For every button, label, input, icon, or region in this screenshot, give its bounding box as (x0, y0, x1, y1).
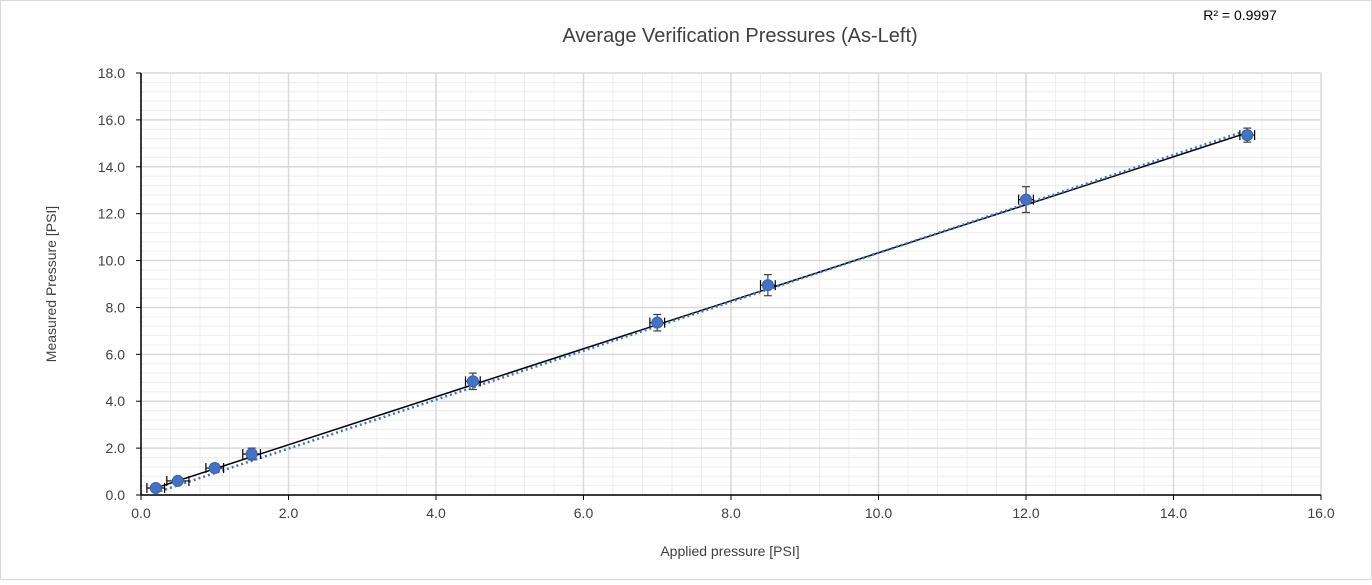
data-point (171, 474, 184, 487)
data-point (245, 447, 258, 460)
tick-labels: 0.0 2.0 4.0 6.0 8.0 10.0 12.0 14.0 16.0 0.0 2.0 4.0… (98, 65, 1335, 521)
y-tick-label: 16.0 (98, 112, 125, 128)
data-point (1241, 129, 1254, 142)
trendline (155, 129, 1248, 494)
x-tick-label: 2.0 (279, 505, 299, 521)
data-point (1020, 193, 1032, 206)
x-tick-label: 6.0 (574, 505, 594, 521)
y-tick-label: 0.0 (106, 487, 126, 503)
data-point (208, 462, 221, 475)
data-point (761, 279, 774, 292)
x-tick-label: 4.0 (426, 505, 446, 521)
x-axis-title: Applied pressure [PSI] (660, 543, 799, 559)
y-tick-label: 2.0 (106, 440, 126, 456)
data-point (466, 375, 479, 388)
y-tick-label: 4.0 (106, 393, 126, 409)
data-point (651, 316, 664, 329)
x-tick-label: 16.0 (1307, 505, 1334, 521)
data-points (149, 129, 1254, 494)
x-tick-label: 0.0 (131, 505, 151, 521)
data-point (149, 481, 162, 494)
x-tick-label: 12.0 (1012, 505, 1039, 521)
x-tick-label: 8.0 (721, 505, 741, 521)
chart-title: Average Verification Pressures (As-Left) (562, 25, 917, 47)
y-tick-label: 18.0 (98, 65, 125, 81)
y-tick-label: 10.0 (98, 253, 125, 269)
x-tick-label: 10.0 (865, 505, 892, 521)
y-tick-label: 8.0 (106, 299, 126, 315)
axes (136, 72, 1322, 500)
y-axis-title: Measured Pressure [PSI] (43, 206, 59, 362)
y-tick-label: 14.0 (98, 159, 125, 175)
y-tick-label: 6.0 (106, 346, 126, 362)
y-tick-label: 12.0 (98, 206, 125, 222)
x-tick-label: 14.0 (1160, 505, 1187, 521)
r-squared-annotation: R² = 0.9997 (1203, 7, 1277, 23)
series-lines (155, 129, 1248, 494)
